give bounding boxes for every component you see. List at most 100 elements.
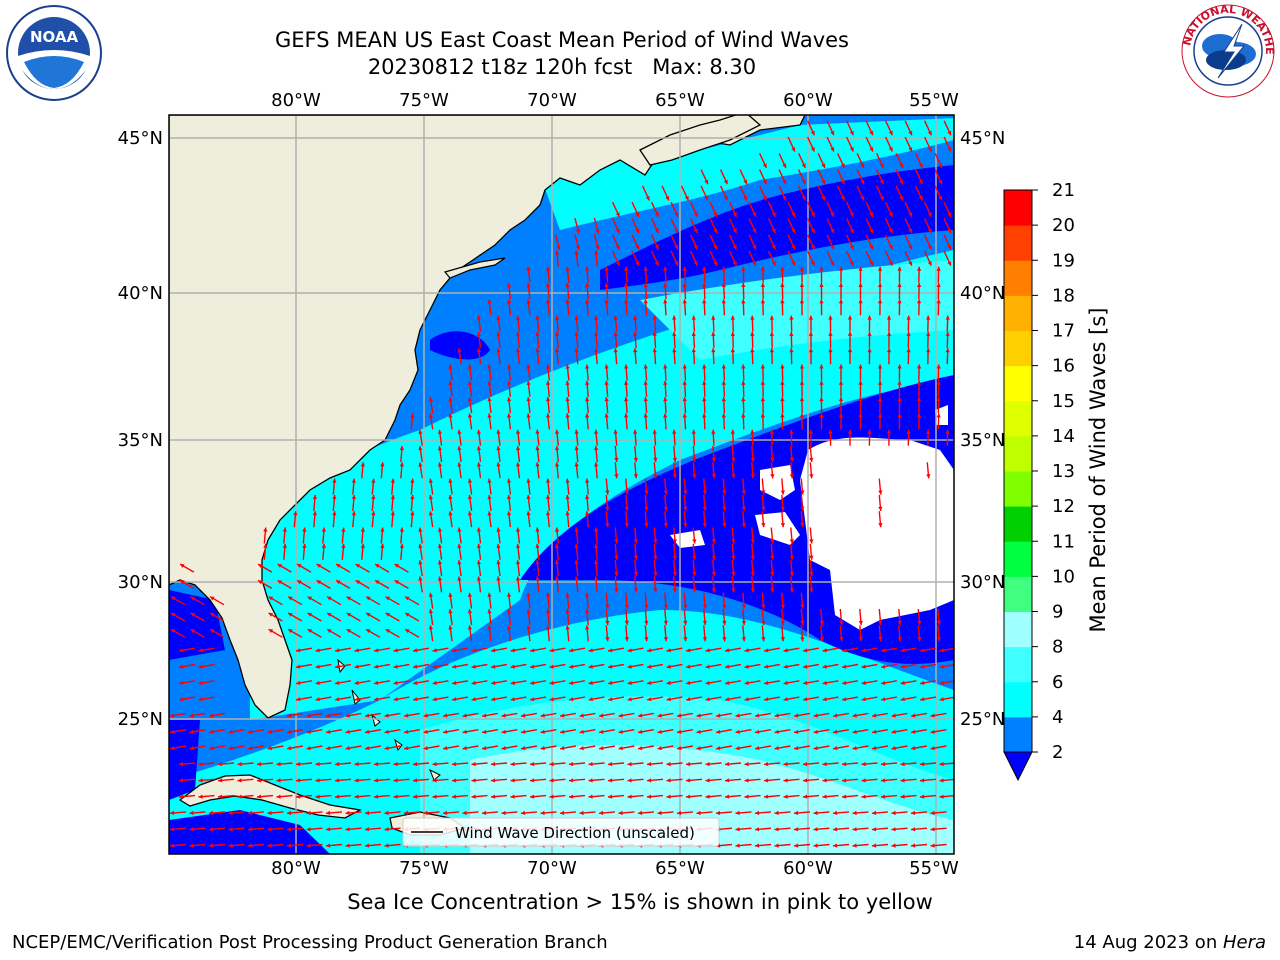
wind-wave-arrow-head [327,613,332,617]
wind-wave-arrow-head [760,413,765,418]
wind-wave-arrow-head [506,511,512,516]
wind-wave-arrow-head [872,713,877,718]
wind-wave-arrow-head [366,629,371,634]
wind-wave-arrow-head [190,629,196,634]
wind-wave-arrow-head [897,637,902,642]
wind-wave-arrow-head [899,163,904,168]
wind-wave-arrow-head [810,212,815,217]
wind-wave-arrow-head [725,680,730,685]
wind-wave-arrow-head [276,778,281,783]
wind-wave-arrow-head [771,212,776,217]
wind-wave-arrow-head [588,778,593,783]
wind-wave-arrow-head [437,576,443,581]
wind-wave-arrow-head [735,810,740,816]
wind-wave-arrow-head [672,588,677,593]
wind-wave-arrow-head [179,794,184,799]
wind-wave-arrow-head [209,713,214,718]
wind-wave-arrow-head [780,523,785,528]
wind-wave-arrow-head [321,543,326,548]
wind-wave-arrow-head [633,571,638,577]
wind-wave-arrow-head [237,778,242,783]
band-below-2s-gulf-north [169,590,225,660]
wind-wave-arrow-head [869,244,874,250]
wind-wave-arrow-head [830,261,835,266]
wind-wave-arrow-head [327,596,332,601]
wind-wave-arrow-head [604,266,609,271]
wind-wave-arrow-head [288,596,293,601]
wind-wave-arrow-head [800,506,805,511]
wind-wave-arrow-head [384,713,389,718]
wind-wave-arrow-head [771,244,776,250]
wind-wave-arrow-head [654,261,659,266]
wind-wave-arrow-head [506,364,512,369]
wind-wave-arrow-head [939,761,944,767]
wind-wave-arrow-head [515,348,521,353]
wind-wave-arrow-head [535,315,540,320]
wind-wave-arrow-head [730,429,735,434]
wind-wave-arrow-head [418,543,423,549]
wind-wave-arrow-head [393,761,398,767]
wind-wave-arrow-head [624,523,629,528]
colorbar-segment [1004,541,1032,577]
wind-wave-arrow-head [615,244,620,250]
wind-wave-arrow-head [410,478,415,483]
wind-wave-arrow-head [624,506,629,511]
wind-wave-arrow-head [672,571,677,577]
wind-wave-arrow-head [877,364,883,369]
wind-wave-arrow-head [764,664,769,669]
wind-wave-arrow-head [635,228,640,234]
wind-wave-arrow-head [393,648,398,653]
wind-wave-arrow-head [569,680,574,685]
wind-wave-arrow-head [384,827,389,832]
wind-wave-arrow-head [171,613,176,617]
wind-wave-arrow-head [861,664,866,669]
wind-wave-arrow-head [878,490,883,495]
wind-wave-arrow-head [663,637,668,642]
wind-wave-arrow-head [549,761,554,767]
wind-wave-arrow-head [510,680,515,685]
wind-wave-arrow-head [267,729,272,734]
wind-wave-arrow-head [897,266,902,271]
wind-wave-arrow-head [302,543,307,548]
wind-wave-arrow-head [764,778,769,783]
wind-wave-arrow-head [840,196,845,201]
wind-wave-arrow-head [794,746,799,751]
wind-wave-arrow-head [608,697,613,702]
colorbar-segment [1004,400,1032,437]
wind-wave-arrow-head [791,147,796,152]
wind-wave-arrow-head [663,523,668,528]
wind-wave-arrow-head [633,331,638,336]
wind-wave-arrow-head [624,397,629,402]
wind-wave-arrow-head [482,729,487,734]
wind-wave-arrow-head [467,609,473,614]
wind-wave-arrow-head [744,794,749,799]
arrow-legend: Wind Wave Direction (unscaled) [402,817,720,847]
wind-wave-arrow-head [881,761,886,767]
wind-wave-arrow-head [774,746,779,751]
wind-wave-arrow-head [380,543,385,548]
wind-wave-arrow-head [803,794,808,799]
wind-wave-arrow-head [189,746,194,751]
wind-wave-arrow-head [515,527,521,532]
wind-wave-arrow-head [861,778,866,783]
wind-wave-arrow-head [800,523,805,528]
colorbar-tick-label: 9 [1052,602,1063,623]
wind-wave-arrow-head [432,778,437,783]
wind-wave-arrow-head [744,648,749,653]
wind-wave-arrow-head [467,625,473,630]
wind-wave-arrow-head [891,827,896,832]
wind-wave-arrow-head [939,697,944,702]
wind-wave-arrow-head [545,478,551,483]
wind-wave-arrow-head [908,261,913,266]
wind-wave-arrow-head [565,299,570,304]
wind-wave-arrow-head [515,543,521,548]
wind-wave-arrow-head [560,729,565,734]
wind-wave-arrow-head [783,648,788,653]
wind-wave-arrow-head [760,364,765,369]
wind-wave-arrow-head [920,794,925,799]
wind-wave-arrow-head [228,827,233,832]
wind-wave-arrow-head [693,261,698,266]
wind-wave-arrow-head [554,446,560,451]
wind-wave-arrow-head [877,299,883,304]
wind-wave-arrow-head [180,564,185,568]
